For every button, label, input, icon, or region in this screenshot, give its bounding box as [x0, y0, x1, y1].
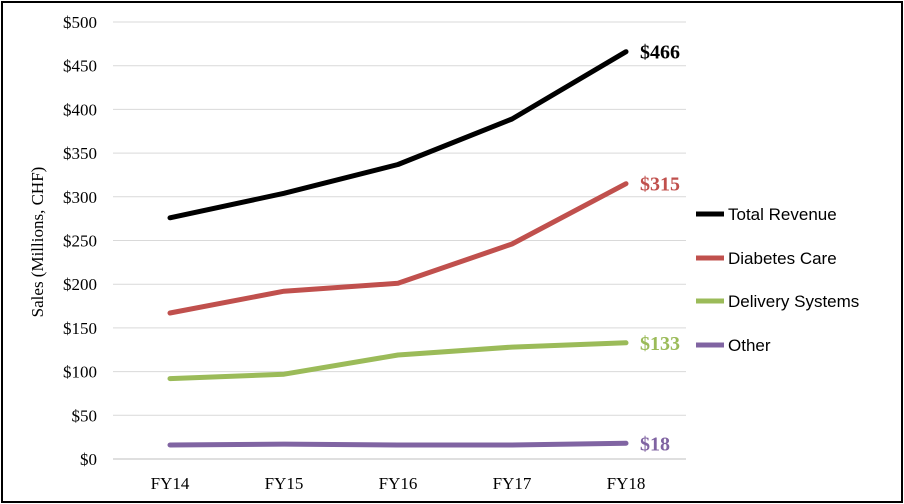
legend: Total Revenue Diabetes Care Delivery Syste…	[696, 205, 859, 355]
legend-entry: Delivery Systems	[728, 292, 859, 311]
end-value-label: $133	[640, 333, 680, 355]
end-value-label: $315	[640, 174, 680, 196]
series-line-total-revenue	[167, 49, 629, 221]
x-tick-label: FY16	[379, 474, 418, 493]
x-tick-label: FY14	[151, 474, 190, 493]
y-tick-label: $0	[80, 450, 97, 469]
legend-entry: Total Revenue	[728, 205, 837, 224]
x-axis-ticks: FY14 FY15 FY16 FY17 FY18	[151, 474, 646, 493]
y-tick-label: $150	[63, 319, 97, 338]
y-tick-label: $350	[63, 144, 97, 163]
series-line-diabetes-care	[167, 181, 629, 316]
y-tick-label: $100	[63, 363, 97, 382]
x-tick-label: FY17	[493, 474, 532, 493]
y-axis-ticks: $0 $50 $100 $150 $200 $250 $300 $350 $400 $450 $50…	[63, 13, 97, 469]
legend-entry: Diabetes Care	[728, 249, 837, 268]
legend-entry: Other	[728, 336, 771, 355]
end-value-label: $18	[640, 433, 670, 455]
x-tick-label: FY18	[607, 474, 646, 493]
series-line-delivery-systems	[167, 340, 629, 382]
y-tick-label: $400	[63, 100, 97, 119]
gridlines	[113, 21, 686, 460]
y-tick-label: $250	[63, 232, 97, 251]
y-tick-label: $300	[63, 188, 97, 207]
x-tick-label: FY15	[265, 474, 304, 493]
series-line-other	[167, 440, 629, 448]
y-tick-label: $500	[63, 13, 97, 32]
y-tick-label: $200	[63, 275, 97, 294]
end-value-label: $466	[640, 42, 680, 64]
end-labels: $466 $315 $133 $18	[640, 42, 680, 456]
series-lines	[167, 49, 629, 448]
y-tick-label: $50	[72, 406, 98, 425]
y-tick-label: $450	[63, 57, 97, 76]
y-axis-label: Sales (Millions, CHF)	[28, 167, 47, 318]
